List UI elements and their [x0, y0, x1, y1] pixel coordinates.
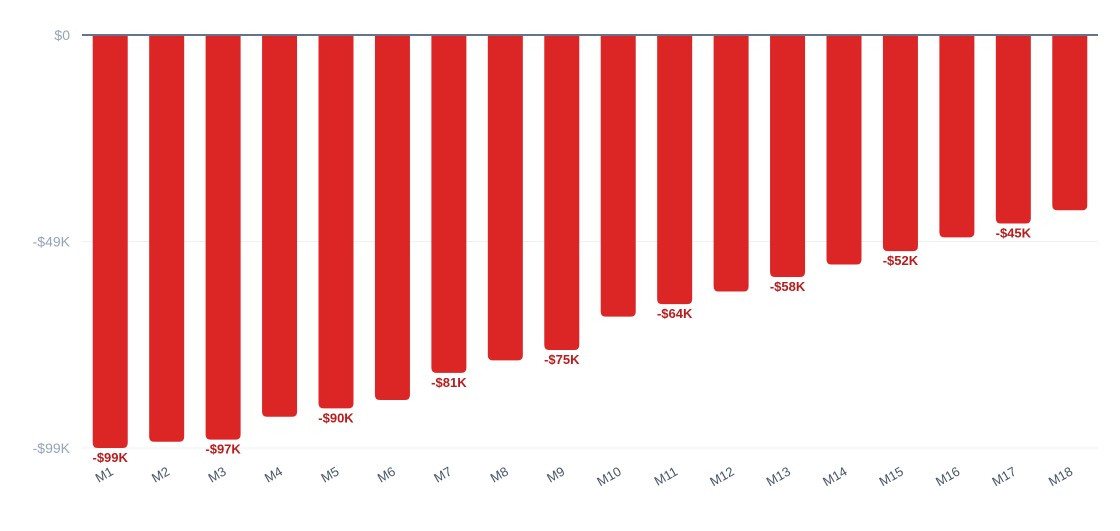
- x-tick-label-m1: M1: [93, 464, 116, 486]
- x-axis-ticks: M1 M2 M3 M4 M5 M6 M7 M8 M9 M10 M11 M12 M13 M14 M15 M16 M…: [93, 464, 1076, 490]
- x-tick-label-m12: M12: [707, 464, 736, 490]
- bar-m2[interactable]: [149, 35, 185, 442]
- bar-m4[interactable]: [262, 35, 298, 417]
- x-tick-label-m8: M8: [488, 464, 511, 486]
- bar-m1[interactable]: [92, 35, 128, 448]
- bar-m14[interactable]: [826, 35, 862, 265]
- x-tick-label-m6: M6: [375, 464, 398, 486]
- bar-m15[interactable]: [882, 35, 918, 252]
- data-label-m1: -$99K: [93, 450, 129, 465]
- data-label-m9: -$75K: [544, 352, 580, 367]
- x-tick-label-m2: M2: [149, 464, 172, 486]
- data-label-m11: -$64K: [657, 306, 693, 321]
- x-tick-label-m16: M16: [933, 464, 962, 490]
- bar-m18[interactable]: [1052, 35, 1088, 211]
- bar-m13[interactable]: [770, 35, 806, 277]
- data-label-m3: -$97K: [205, 442, 241, 457]
- bar-m5[interactable]: [318, 35, 354, 409]
- bar-m3[interactable]: [205, 35, 241, 440]
- y-tick-label: $0: [54, 27, 70, 43]
- data-label-m15: -$52K: [883, 253, 919, 268]
- x-tick-label-m15: M15: [877, 464, 906, 490]
- bar-m7[interactable]: [431, 35, 467, 373]
- grid-lines: [82, 241, 1098, 449]
- bar-m16[interactable]: [939, 35, 975, 238]
- data-label-m7: -$81K: [431, 375, 467, 390]
- x-tick-label-m13: M13: [764, 464, 793, 490]
- bars: [92, 35, 1088, 448]
- x-tick-label-m4: M4: [262, 464, 285, 486]
- data-label-m5: -$90K: [318, 410, 354, 425]
- x-tick-label-m14: M14: [820, 464, 849, 490]
- bar-m10[interactable]: [600, 35, 636, 317]
- bar-m9[interactable]: [544, 35, 580, 350]
- x-tick-label-m10: M10: [594, 464, 623, 490]
- bar-m11[interactable]: [657, 35, 693, 305]
- y-tick-label: -$99K: [33, 440, 71, 456]
- x-tick-label-m9: M9: [544, 464, 567, 486]
- y-axis-ticks: $0 -$49K -$99K: [33, 27, 71, 456]
- bar-m6[interactable]: [374, 35, 410, 401]
- y-tick-label: -$49K: [33, 234, 71, 250]
- bar-m17[interactable]: [995, 35, 1031, 224]
- data-labels: -$99K -$97K -$90K -$81K -$75K -$64K -$58K -$52K…: [93, 226, 1032, 465]
- data-label-m13: -$58K: [770, 279, 806, 294]
- data-label-m17: -$45K: [996, 226, 1032, 241]
- x-tick-label-m18: M18: [1046, 464, 1075, 490]
- bar-m8[interactable]: [487, 35, 523, 361]
- x-tick-label-m11: M11: [652, 464, 681, 489]
- x-tick-label-m7: M7: [431, 464, 454, 486]
- x-tick-label-m17: M17: [989, 464, 1018, 490]
- x-tick-label-m5: M5: [318, 464, 341, 486]
- bar-m12[interactable]: [713, 35, 749, 292]
- x-tick-label-m3: M3: [205, 464, 228, 486]
